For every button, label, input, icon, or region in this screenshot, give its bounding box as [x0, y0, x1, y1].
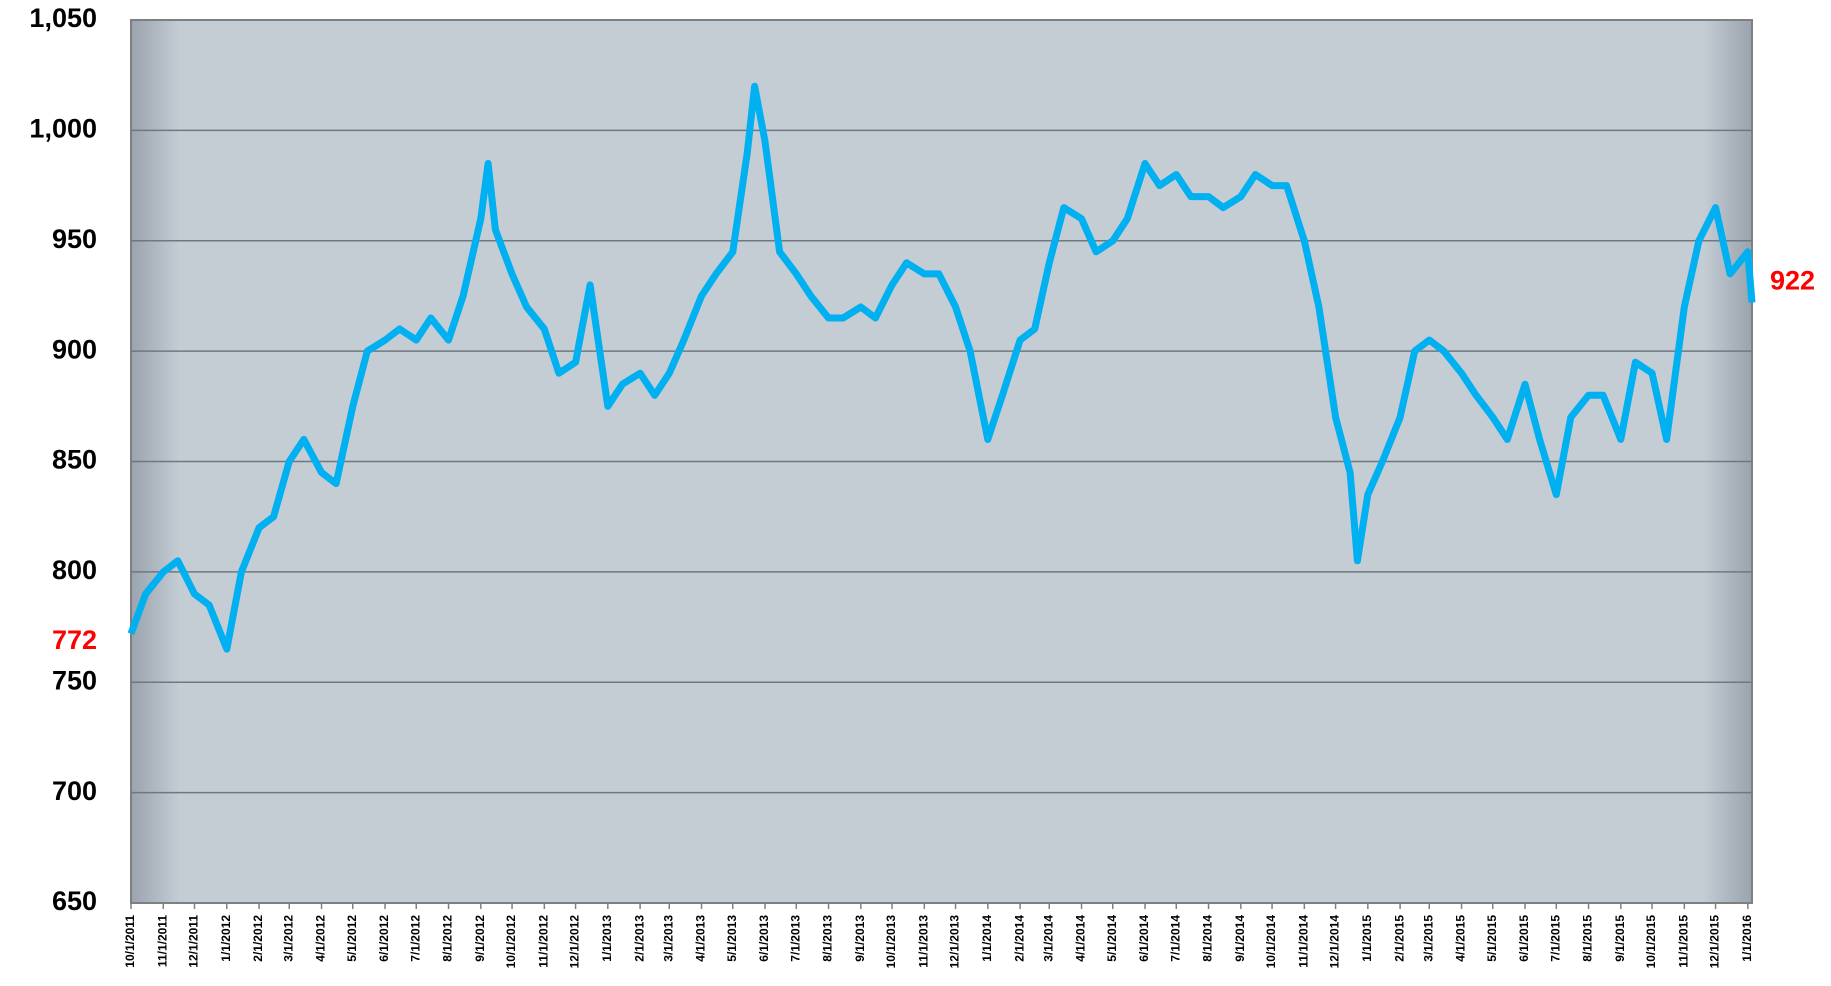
y-tick-label: 800 — [52, 555, 97, 585]
x-tick-label: 6/1/2014 — [1137, 915, 1151, 962]
x-tick-label: 11/1/2011 — [155, 915, 169, 967]
end-annotation: 922 — [1770, 266, 1815, 296]
x-tick-label: 10/1/2015 — [1644, 915, 1658, 969]
x-tick-label: 7/1/2015 — [1548, 915, 1562, 962]
x-tick-label: 12/1/2012 — [568, 915, 582, 969]
x-tick-label: 6/1/2013 — [757, 915, 771, 962]
x-tick-label: 5/1/2012 — [345, 915, 359, 962]
x-tick-label: 1/1/2012 — [219, 915, 233, 962]
x-tick-label: 1/1/2015 — [1360, 915, 1374, 962]
x-tick-label: 11/1/2014 — [1296, 915, 1310, 968]
x-tick-label: 8/1/2013 — [821, 915, 835, 962]
start-annotation: 772 — [52, 625, 97, 655]
x-tick-label: 9/1/2013 — [853, 915, 867, 962]
x-tick-label: 4/1/2015 — [1454, 915, 1468, 962]
y-tick-label: 700 — [52, 776, 97, 806]
x-tick-label: 11/1/2012 — [536, 915, 550, 968]
x-tick-label: 3/1/2012 — [281, 915, 295, 962]
x-tick-label: 10/1/2014 — [1264, 915, 1278, 969]
y-tick-label: 950 — [52, 224, 97, 254]
x-tick-label: 8/1/2012 — [441, 915, 455, 962]
x-tick-label: 7/1/2013 — [788, 915, 802, 962]
y-tick-label: 1,000 — [29, 114, 97, 144]
x-tick-label: 4/1/2012 — [314, 915, 328, 962]
x-tick-label: 3/1/2015 — [1421, 915, 1435, 962]
x-tick-label: 6/1/2015 — [1517, 915, 1531, 962]
x-tick-label: 6/1/2012 — [377, 915, 391, 962]
x-tick-label: 2/1/2015 — [1392, 915, 1406, 962]
x-tick-label: 1/1/2016 — [1740, 915, 1754, 962]
x-tick-label: 2/1/2012 — [251, 915, 265, 962]
x-tick-label: 4/1/2014 — [1074, 915, 1088, 962]
x-tick-label: 12/1/2014 — [1328, 915, 1342, 969]
y-tick-label: 1,050 — [29, 3, 97, 33]
x-tick-label: 12/1/2015 — [1708, 915, 1722, 969]
x-tick-label: 11/1/2015 — [1677, 915, 1691, 968]
x-tick-label: 10/1/2012 — [504, 915, 518, 969]
y-tick-label: 900 — [52, 334, 97, 364]
x-tick-label: 9/1/2012 — [473, 915, 487, 962]
x-tick-label: 1/1/2014 — [980, 915, 994, 962]
x-tick-label: 10/1/2011 — [123, 915, 137, 968]
x-tick-label: 3/1/2014 — [1041, 915, 1055, 962]
x-tick-label: 9/1/2015 — [1613, 915, 1627, 962]
x-tick-label: 1/1/2013 — [600, 915, 614, 962]
x-tick-label: 12/1/2011 — [187, 915, 201, 968]
x-tick-label: 11/1/2013 — [916, 915, 930, 968]
x-tick-label: 8/1/2014 — [1201, 915, 1215, 962]
x-tick-label: 5/1/2013 — [725, 915, 739, 962]
y-tick-label: 750 — [52, 665, 97, 695]
x-tick-label: 10/1/2013 — [884, 915, 898, 969]
x-tick-label: 8/1/2015 — [1581, 915, 1595, 962]
x-tick-label: 7/1/2014 — [1168, 915, 1182, 962]
price-line — [127, 82, 1756, 653]
x-tick-label: 5/1/2015 — [1485, 915, 1499, 962]
y-tick-label: 850 — [52, 445, 97, 475]
x-tick-label: 7/1/2012 — [408, 915, 422, 962]
x-tick-label: 5/1/2014 — [1105, 915, 1119, 962]
y-tick-label: 650 — [52, 886, 97, 916]
x-tick-label: 2/1/2014 — [1012, 915, 1026, 962]
x-tick-label: 3/1/2013 — [661, 915, 675, 962]
x-tick-label: 12/1/2013 — [948, 915, 962, 969]
x-tick-label: 4/1/2013 — [694, 915, 708, 962]
x-tick-label: 9/1/2014 — [1233, 915, 1247, 962]
x-tick-label: 2/1/2013 — [632, 915, 646, 962]
